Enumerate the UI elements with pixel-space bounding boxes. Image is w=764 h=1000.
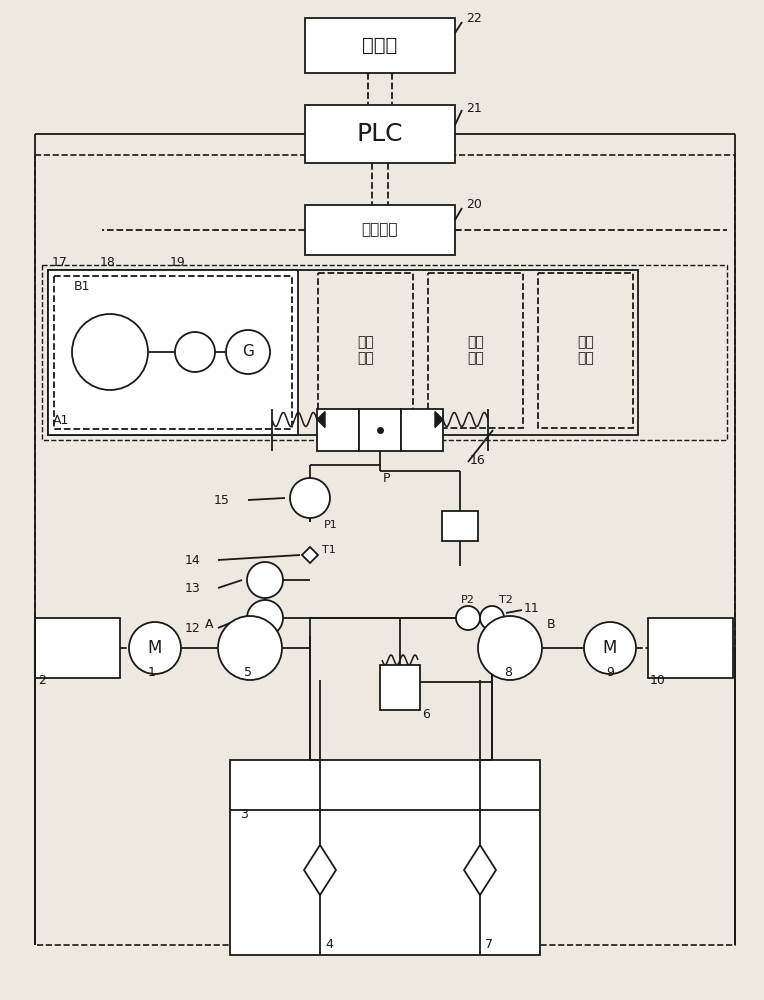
Bar <box>648 618 733 678</box>
Bar <box>442 511 478 541</box>
Text: 14: 14 <box>184 554 200 566</box>
Polygon shape <box>302 547 318 563</box>
Text: 17: 17 <box>52 255 68 268</box>
Text: B1: B1 <box>74 280 90 293</box>
Text: P: P <box>383 473 390 486</box>
Text: 7: 7 <box>485 938 493 952</box>
Text: 10: 10 <box>650 674 666 686</box>
Bar <box>359 409 401 451</box>
Text: 15: 15 <box>214 493 230 506</box>
Text: M: M <box>603 639 617 657</box>
Circle shape <box>480 606 504 630</box>
Text: P2: P2 <box>461 595 475 605</box>
Circle shape <box>72 314 148 390</box>
Bar <box>230 760 540 955</box>
Text: 2: 2 <box>38 674 46 686</box>
Text: 13: 13 <box>184 582 200 594</box>
Text: 20: 20 <box>466 198 482 212</box>
Bar <box>538 273 633 428</box>
Polygon shape <box>317 412 325 428</box>
Bar <box>305 18 455 73</box>
Bar <box>380 665 420 710</box>
Bar <box>305 205 455 255</box>
Bar <box>401 409 443 451</box>
Text: 刀盘
驱动: 刀盘 驱动 <box>577 335 594 366</box>
Text: 9: 9 <box>606 666 614 678</box>
Text: G: G <box>242 344 254 360</box>
Text: A: A <box>205 617 213 631</box>
Bar <box>42 265 727 440</box>
Text: 11: 11 <box>524 601 539 614</box>
Text: M: M <box>147 639 162 657</box>
Circle shape <box>584 622 636 674</box>
Text: 4: 4 <box>325 938 333 952</box>
Bar <box>54 276 292 429</box>
Text: 1: 1 <box>148 666 156 678</box>
Circle shape <box>247 600 283 636</box>
Text: 刀盘
驱动: 刀盘 驱动 <box>357 335 374 366</box>
Polygon shape <box>435 412 443 428</box>
Text: 18: 18 <box>100 255 116 268</box>
Bar <box>428 273 523 428</box>
Text: 信息反馈: 信息反馈 <box>361 223 398 237</box>
Bar <box>317 409 359 451</box>
Polygon shape <box>464 845 496 895</box>
Circle shape <box>290 478 330 518</box>
Bar <box>48 270 638 435</box>
Text: 21: 21 <box>466 102 482 114</box>
Polygon shape <box>304 845 336 895</box>
Bar <box>48 270 298 435</box>
Circle shape <box>226 330 270 374</box>
Text: 3: 3 <box>240 808 248 822</box>
Text: 6: 6 <box>422 708 430 722</box>
Text: T1: T1 <box>322 545 335 555</box>
Circle shape <box>456 606 480 630</box>
Bar <box>35 155 735 945</box>
Text: 5: 5 <box>244 666 252 678</box>
Circle shape <box>175 332 215 372</box>
Circle shape <box>218 616 282 680</box>
Text: A1: A1 <box>53 414 70 427</box>
Bar <box>305 105 455 163</box>
Text: 19: 19 <box>170 255 186 268</box>
Bar <box>318 273 413 428</box>
Text: 刀盘
驱动: 刀盘 驱动 <box>467 335 484 366</box>
Text: 16: 16 <box>470 454 486 466</box>
Circle shape <box>478 616 542 680</box>
Circle shape <box>247 562 283 598</box>
Bar <box>35 618 120 678</box>
Text: 22: 22 <box>466 11 482 24</box>
Text: 工控机: 工控机 <box>362 36 397 55</box>
Text: 8: 8 <box>504 666 512 678</box>
Text: PLC: PLC <box>357 122 403 146</box>
Text: T2: T2 <box>499 595 513 605</box>
Text: B: B <box>547 617 555 631</box>
Text: 12: 12 <box>184 621 200 635</box>
Text: P1: P1 <box>324 520 338 530</box>
Circle shape <box>129 622 181 674</box>
